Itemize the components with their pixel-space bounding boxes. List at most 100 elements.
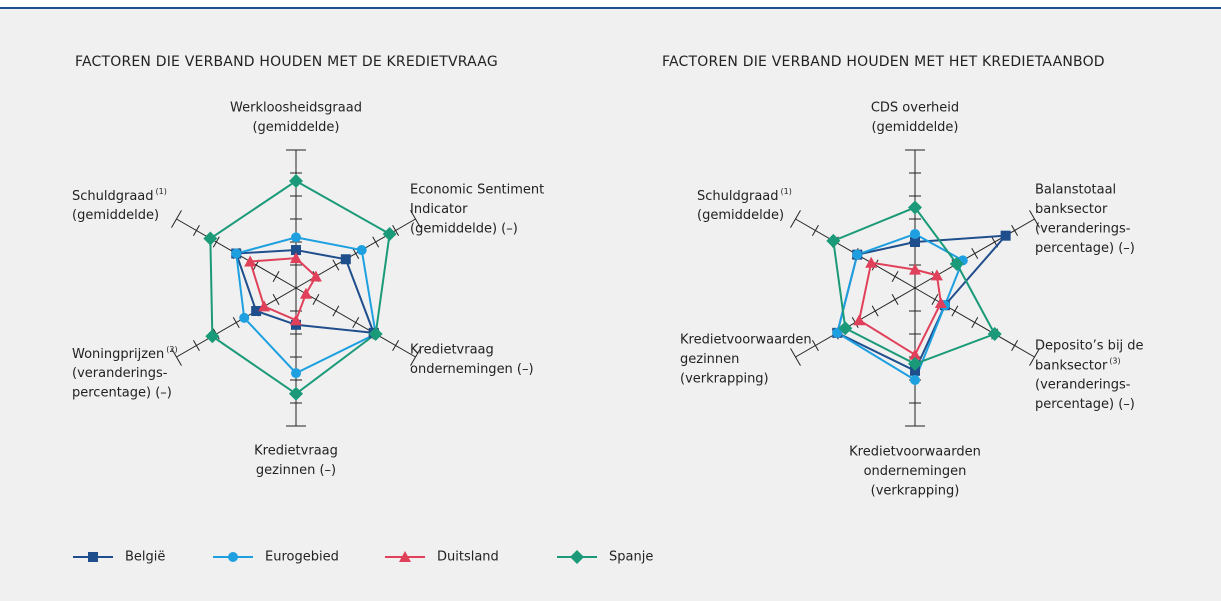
marker — [852, 249, 863, 260]
axis-label: (verkrapping) — [680, 372, 769, 387]
tick-mark — [332, 305, 340, 317]
marker — [258, 300, 271, 312]
axis-label-text: Woningprijzen — [72, 347, 164, 362]
marker — [832, 327, 843, 338]
axis-label: ondernemingen (–) — [410, 362, 534, 377]
marker — [291, 232, 301, 243]
tick-mark — [312, 294, 320, 305]
axis-label-text: banksector — [1035, 358, 1108, 373]
marker — [340, 254, 351, 265]
axis-label: (gemiddelde) (–) — [410, 222, 518, 237]
axis-label: (verkrapping) — [871, 484, 960, 499]
marker — [838, 321, 853, 336]
tick-mark — [192, 225, 200, 236]
tick-mark — [811, 225, 819, 236]
axis-label: percentage) (–) — [72, 386, 172, 401]
axis-label: gezinnen (–) — [256, 463, 336, 478]
chart-title: FACTOREN DIE VERBAND HOUDEN MET HET KRED… — [662, 54, 1105, 70]
axis-label: Schuldgraad (1) — [72, 187, 167, 204]
marker — [987, 327, 1002, 341]
axis-label-note: (1) — [156, 187, 167, 196]
tick-mark — [171, 210, 182, 228]
marker — [356, 245, 367, 256]
axis-label: (veranderings- — [72, 366, 168, 381]
tick-mark — [1011, 340, 1019, 351]
marker — [290, 252, 302, 264]
axis-label-note: (2) — [166, 345, 177, 354]
axis-label: banksector (3) — [1035, 356, 1121, 373]
axis-label-text: Schuldgraad — [72, 189, 154, 204]
axis-label: Kredietvraag — [254, 444, 338, 459]
marker — [910, 375, 920, 385]
axis-label: Werkloosheidsgraad — [230, 101, 362, 116]
marker — [289, 386, 303, 401]
tick-mark — [272, 271, 280, 282]
legend-label: Spanje — [609, 550, 653, 565]
marker — [1000, 230, 1011, 241]
legend-marker — [228, 552, 238, 562]
marker — [910, 228, 920, 239]
marker — [291, 245, 301, 256]
axis-label: percentage) (–) — [1035, 397, 1135, 412]
top-rule — [0, 7, 1221, 9]
tick-mark — [1011, 225, 1019, 236]
axis-label: (gemiddelde) — [72, 208, 159, 223]
tick-mark — [951, 305, 959, 317]
marker — [291, 368, 301, 379]
axis-label: (veranderings- — [1035, 222, 1131, 237]
marker — [290, 314, 302, 326]
marker — [934, 296, 947, 308]
axis-label: Economic Sentiment — [410, 183, 544, 198]
tick-mark — [171, 348, 182, 366]
axis-label: Kredietvoorwaarden — [680, 333, 812, 348]
tick-mark — [392, 340, 400, 351]
legend-marker — [228, 552, 238, 562]
tick-mark — [790, 348, 801, 366]
marker — [205, 329, 220, 344]
tick-mark — [332, 259, 340, 271]
tick-mark — [811, 340, 819, 351]
axis-label: Indicator — [410, 202, 468, 217]
background — [0, 9, 1221, 601]
marker — [908, 356, 922, 371]
axis-label: percentage) (–) — [1035, 241, 1135, 256]
marker — [289, 174, 303, 189]
legend-marker — [88, 552, 98, 562]
legend-label: Duitsland — [437, 550, 499, 565]
marker — [930, 269, 943, 281]
axis-label: Balanstotaal — [1035, 183, 1116, 198]
axis-label: (veranderings- — [1035, 378, 1131, 393]
axis-label: banksector — [1035, 202, 1108, 217]
marker — [949, 256, 964, 271]
marker — [908, 200, 922, 215]
axis-label-text: Schuldgraad — [697, 189, 779, 204]
legend-marker — [88, 552, 98, 562]
tick-mark — [212, 236, 220, 248]
legend-marker — [570, 550, 584, 564]
tick-mark — [931, 294, 939, 305]
axis-label: Woningprijzen (2) — [72, 345, 178, 362]
axis-label: (gemiddelde) — [252, 120, 339, 135]
marker — [239, 312, 250, 323]
tick-mark — [410, 348, 421, 366]
marker — [368, 327, 383, 341]
marker — [244, 255, 257, 267]
axis-label: Kredietvoorwaarden — [849, 445, 981, 460]
marker — [853, 314, 866, 326]
tick-mark — [1029, 210, 1040, 228]
tick-mark — [891, 271, 899, 282]
marker — [203, 231, 218, 246]
tick-mark — [272, 294, 280, 305]
tick-mark — [1029, 348, 1040, 366]
axis-label: gezinnen — [680, 352, 739, 367]
marker — [910, 237, 920, 247]
marker — [309, 270, 322, 282]
axis-label: ondernemingen — [864, 464, 967, 479]
tick-mark — [871, 305, 879, 317]
axis-label: (gemiddelde) — [697, 208, 784, 223]
tick-mark — [352, 248, 360, 259]
axis-label: CDS overheid — [871, 101, 959, 116]
legend-marker — [399, 551, 411, 562]
chart-title: FACTOREN DIE VERBAND HOUDEN MET DE KREDI… — [75, 54, 498, 70]
marker — [382, 226, 397, 241]
